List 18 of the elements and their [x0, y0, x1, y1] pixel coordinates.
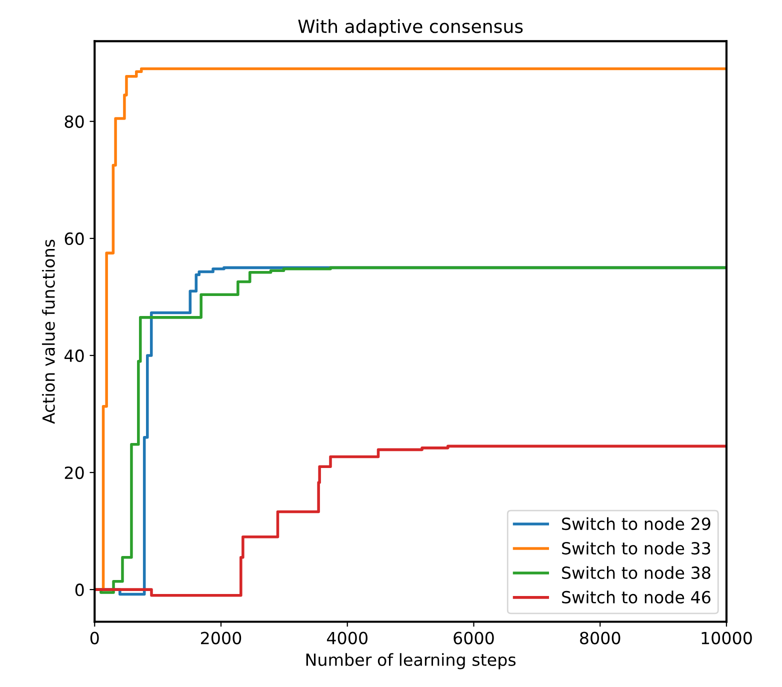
y-tick-label: 60	[64, 232, 84, 245]
x-tick-label: 10000	[702, 632, 752, 644]
x-tick-label: 0	[90, 632, 99, 644]
x-tick-label: 4000	[326, 632, 368, 644]
y-tick-label: 0	[75, 584, 84, 596]
legend-label: Switch to node 46	[562, 590, 710, 604]
y-tick-label: 20	[64, 466, 84, 480]
y-tick-label: 80	[64, 115, 84, 128]
y-axis-title: Action value functions	[42, 240, 55, 424]
x-tick-label: 2000	[201, 632, 242, 644]
legend-label: Switch to node 38	[562, 566, 710, 580]
x-tick-label: 6000	[454, 632, 494, 644]
x-axis-title: Number of learning steps	[306, 653, 516, 670]
y-tick-label: 40	[64, 349, 84, 362]
legend-label: Switch to node 29	[562, 517, 710, 530]
chart-title: With adaptive consensus	[298, 19, 523, 37]
x-tick-label: 8000	[580, 632, 620, 644]
legend-label: Switch to node 33	[562, 542, 710, 555]
